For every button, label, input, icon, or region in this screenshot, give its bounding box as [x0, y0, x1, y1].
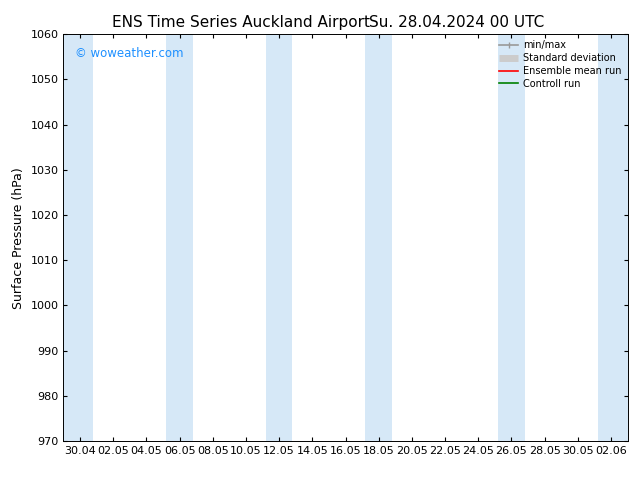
Bar	[166, 34, 193, 441]
Text: © woweather.com: © woweather.com	[75, 47, 183, 59]
Bar	[598, 34, 628, 441]
Text: ENS Time Series Auckland Airport: ENS Time Series Auckland Airport	[112, 15, 370, 30]
Bar	[365, 34, 392, 441]
Text: Su. 28.04.2024 00 UTC: Su. 28.04.2024 00 UTC	[369, 15, 544, 30]
Bar	[63, 34, 93, 441]
Bar	[266, 34, 292, 441]
Y-axis label: Surface Pressure (hPa): Surface Pressure (hPa)	[12, 167, 25, 309]
Bar	[498, 34, 525, 441]
Legend: min/max, Standard deviation, Ensemble mean run, Controll run: min/max, Standard deviation, Ensemble me…	[495, 36, 626, 93]
